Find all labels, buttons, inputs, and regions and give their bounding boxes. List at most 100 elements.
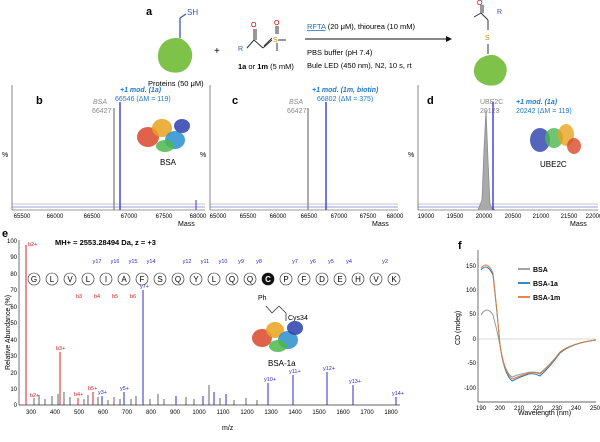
- svg-text:L: L: [86, 275, 91, 284]
- svg-text:G: G: [31, 275, 37, 284]
- panel-d-gray-peak: [477, 109, 496, 211]
- panel-b-ylabel: %: [2, 152, 8, 159]
- cd-legend-label-bsa: BSA: [533, 267, 548, 274]
- plus-sign: +: [214, 46, 220, 57]
- svg-text:150: 150: [466, 264, 477, 270]
- svg-text:70: 70: [10, 288, 17, 294]
- svg-text:y15: y15: [129, 259, 138, 265]
- svg-text:100: 100: [7, 239, 18, 245]
- protein-blob-start: [157, 37, 193, 73]
- svg-text:66500: 66500: [301, 214, 318, 220]
- svg-text:67500: 67500: [360, 214, 377, 220]
- cd-legend-label-bsa-1m: BSA-1m: [533, 295, 560, 302]
- svg-text:19000: 19000: [418, 214, 435, 220]
- panel-b-label: b: [36, 95, 43, 107]
- svg-text:y11: y11: [201, 259, 209, 265]
- reagent-o2: O: [274, 20, 280, 27]
- panel-d-gray-label: UBE2C: [480, 99, 503, 106]
- svg-text:20500: 20500: [505, 214, 522, 220]
- panel-a-scheme: a SH Proteins (50 μM) + R O S O 1a or 1m…: [146, 0, 507, 88]
- svg-text:1000: 1000: [192, 410, 206, 416]
- panel-c-blue-label: +1 mod. (1m, biotin): [312, 87, 379, 94]
- svg-text:900: 900: [170, 410, 181, 416]
- svg-text:66000: 66000: [270, 214, 287, 220]
- svg-text:10: 10: [10, 387, 17, 393]
- svg-text:b2+: b2+: [30, 393, 39, 399]
- svg-text:65500: 65500: [240, 214, 257, 220]
- msms-blue-peaks: [101, 290, 397, 405]
- cys-mod-structure: [265, 305, 287, 321]
- svg-text:y14+: y14+: [392, 391, 404, 397]
- svg-text:50: 50: [10, 321, 17, 327]
- svg-text:y13+: y13+: [349, 379, 361, 385]
- panel-b-gray-label: BSA: [93, 99, 107, 106]
- msms-header: MH+ = 2553.28494 Da, z = +3: [55, 238, 156, 247]
- bsa-1a-protein-cartoon: [252, 321, 303, 352]
- svg-text:67500: 67500: [156, 214, 173, 220]
- svg-text:y4: y4: [346, 259, 352, 265]
- b-ion-labels: b3 b4 b5 b6: [76, 294, 136, 300]
- svg-text:68000: 68000: [190, 214, 207, 220]
- reagent-s: S: [273, 37, 278, 44]
- svg-text:68000: 68000: [387, 214, 404, 220]
- svg-text:80: 80: [10, 272, 17, 278]
- svg-text:y2: y2: [382, 259, 388, 265]
- cd-legend: BSA BSA-1a BSA-1m: [518, 267, 560, 302]
- panel-d: d UBE2C 20123 +1 mod. (1a) 20242 (ΔM = 1…: [408, 85, 600, 228]
- svg-text:40: 40: [10, 338, 17, 344]
- svg-text:y7+: y7+: [140, 284, 149, 290]
- panel-b-gray-value: 66427: [92, 108, 112, 115]
- panel-b: b BSA 66427 +1 mod. (1a) 66546 (ΔM = 119…: [2, 85, 207, 228]
- svg-text:y8: y8: [256, 259, 262, 265]
- svg-text:1100: 1100: [217, 410, 231, 416]
- sh-label: SH: [187, 8, 198, 17]
- svg-text:y10: y10: [219, 259, 228, 265]
- protein-label: Proteins (50 μM): [148, 79, 204, 88]
- svg-text:b6: b6: [130, 294, 136, 300]
- cys-label: Cys34: [288, 315, 308, 322]
- svg-text:D: D: [319, 275, 325, 284]
- panel-b-blue-label: +1 mod. (1a): [120, 87, 162, 94]
- msms-xlabel: m/z: [222, 425, 234, 432]
- svg-text:500: 500: [74, 410, 85, 416]
- svg-text:b5+: b5+: [88, 386, 97, 392]
- panel-a-label: a: [146, 6, 153, 18]
- svg-text:C: C: [265, 275, 271, 284]
- svg-text:600: 600: [98, 410, 109, 416]
- svg-text:L: L: [212, 275, 217, 284]
- svg-text:y12+: y12+: [323, 366, 335, 372]
- svg-text:65000: 65000: [210, 214, 227, 220]
- ph-label: Ph: [258, 295, 267, 302]
- cd-legend-label-bsa-1a: BSA-1a: [533, 281, 558, 288]
- panel-e-label: e: [2, 228, 8, 240]
- svg-text:y5: y5: [328, 259, 334, 265]
- cd-ylabel: CD (mdeg): [455, 311, 462, 345]
- panel-e: e MH+ = 2553.28494 Da, z = +3 Relative A…: [2, 228, 404, 432]
- cd-xlabel: Wavelength (nm): [518, 410, 571, 417]
- product-structure: [473, 5, 489, 54]
- protein-blob-end: [473, 54, 507, 86]
- svg-text:21000: 21000: [533, 214, 550, 220]
- sh-bond-2: [179, 13, 187, 19]
- panel-d-xlabel: Mass: [570, 221, 587, 228]
- svg-text:y14: y14: [147, 259, 156, 265]
- svg-text:1600: 1600: [336, 410, 350, 416]
- svg-text:y16: y16: [111, 259, 120, 265]
- msms-ylabel: Relative Abundance (%): [5, 295, 12, 370]
- svg-text:1800: 1800: [384, 410, 398, 416]
- msms-xticks: 300 400 500 600 700 800 900 1000 1100 12…: [26, 410, 398, 416]
- svg-text:200: 200: [495, 406, 506, 412]
- svg-text:b3+: b3+: [56, 346, 65, 352]
- svg-text:y7: y7: [292, 259, 298, 265]
- svg-text:E: E: [337, 275, 342, 284]
- svg-text:y6: y6: [310, 259, 316, 265]
- svg-text:b3: b3: [76, 294, 82, 300]
- svg-text:240: 240: [571, 406, 582, 412]
- panel-d-label: d: [427, 95, 434, 107]
- cd-curve-bsa-1m: [480, 264, 597, 380]
- reagent-r: R: [238, 46, 243, 53]
- reagent-o1: O: [251, 22, 257, 29]
- panel-c-ylabel: %: [200, 152, 206, 159]
- cd-xticks: 190 200 210 220 230 240 250: [476, 406, 600, 412]
